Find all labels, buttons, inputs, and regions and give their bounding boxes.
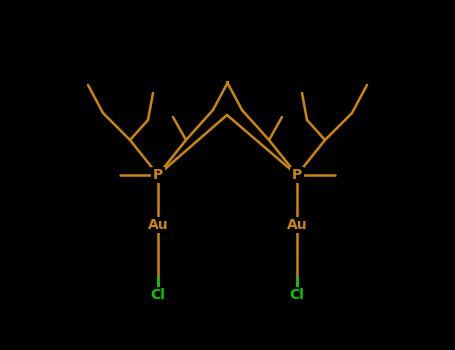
- Text: Cl: Cl: [151, 288, 166, 302]
- Text: Cl: Cl: [289, 288, 304, 302]
- Text: Au: Au: [287, 218, 307, 232]
- Text: P: P: [153, 168, 163, 182]
- Text: Au: Au: [148, 218, 168, 232]
- Text: P: P: [292, 168, 302, 182]
